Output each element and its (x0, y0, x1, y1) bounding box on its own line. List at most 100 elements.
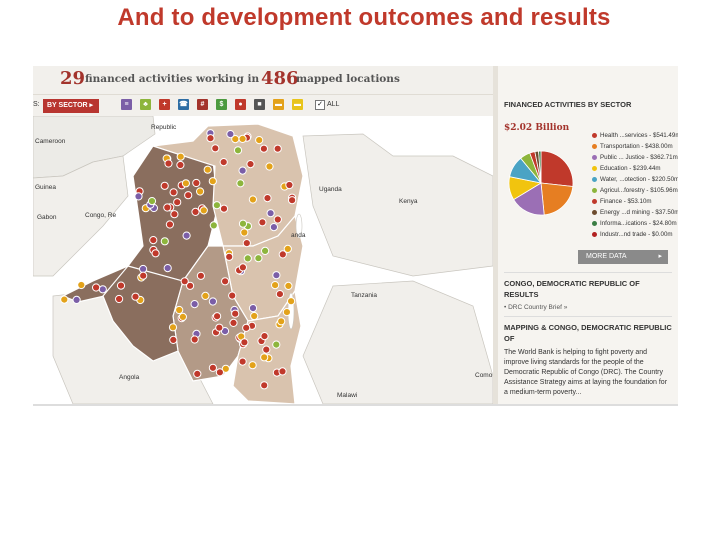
project-marker[interactable] (182, 231, 191, 240)
project-marker[interactable] (215, 368, 224, 377)
project-marker[interactable] (248, 361, 257, 370)
project-marker[interactable] (288, 196, 297, 205)
agriculture-icon[interactable]: ♣ (140, 99, 151, 110)
project-marker[interactable] (151, 249, 160, 258)
project-marker[interactable] (169, 188, 178, 197)
more-data-button[interactable]: MORE DATA ▸ (578, 250, 668, 264)
project-marker[interactable] (246, 160, 255, 169)
project-marker[interactable] (163, 203, 172, 212)
project-marker[interactable] (192, 178, 201, 188)
legend-item[interactable]: Health ...services - $541.49m (592, 130, 678, 141)
project-marker[interactable] (273, 144, 282, 153)
project-marker[interactable] (266, 209, 275, 218)
project-marker[interactable] (139, 264, 148, 274)
project-marker[interactable] (260, 332, 269, 341)
map-area[interactable]: Republic Cameroon Guinea Gabon Congo, Re… (33, 116, 493, 404)
project-marker[interactable] (238, 219, 248, 228)
project-marker[interactable] (77, 280, 86, 290)
project-marker[interactable] (170, 210, 179, 219)
project-marker[interactable] (269, 223, 278, 232)
project-marker[interactable] (240, 228, 249, 237)
project-marker[interactable] (147, 197, 157, 206)
project-marker[interactable] (160, 237, 169, 246)
project-marker[interactable] (260, 353, 269, 362)
project-marker[interactable] (196, 271, 205, 280)
legend-item[interactable]: Agricul...forestry - $105.96m (592, 185, 678, 196)
project-marker[interactable] (213, 312, 222, 321)
project-marker[interactable] (164, 159, 173, 168)
project-marker[interactable] (287, 297, 296, 306)
energy-icon[interactable]: ● (235, 99, 246, 110)
by-sector-button[interactable]: BY SECTOR ▸ (43, 99, 99, 113)
project-marker[interactable] (199, 206, 208, 215)
project-marker[interactable] (173, 198, 182, 207)
project-marker[interactable] (238, 357, 247, 366)
public-admin-icon[interactable]: ≡ (121, 99, 132, 110)
project-marker[interactable] (233, 146, 243, 155)
project-marker[interactable] (208, 363, 217, 372)
project-marker[interactable] (72, 295, 81, 304)
project-marker[interactable] (181, 179, 190, 188)
project-marker[interactable] (176, 152, 185, 161)
project-marker[interactable] (261, 246, 270, 255)
project-marker[interactable] (255, 136, 264, 145)
project-marker[interactable] (238, 134, 247, 143)
project-marker[interactable] (228, 291, 237, 300)
project-marker[interactable] (271, 281, 280, 290)
project-marker[interactable] (219, 158, 228, 167)
transport-icon[interactable]: ☎ (178, 99, 189, 110)
legend-item[interactable]: Public ... Justice - $362.71m (592, 152, 678, 163)
project-marker[interactable] (134, 192, 143, 201)
project-marker[interactable] (115, 294, 124, 304)
project-marker[interactable] (226, 130, 235, 139)
project-marker[interactable] (208, 297, 217, 306)
province-southwest[interactable] (102, 265, 184, 362)
project-marker[interactable] (193, 369, 202, 378)
project-marker[interactable] (178, 312, 187, 321)
project-marker[interactable] (215, 323, 224, 332)
country-brief-link[interactable]: • DRC Country Brief » (504, 304, 568, 311)
project-marker[interactable] (258, 218, 267, 227)
project-marker[interactable] (203, 165, 212, 174)
project-marker[interactable] (231, 309, 240, 318)
project-marker[interactable] (116, 281, 126, 290)
project-marker[interactable] (278, 250, 287, 259)
project-marker[interactable] (209, 221, 218, 230)
project-marker[interactable] (263, 194, 272, 203)
project-marker[interactable] (225, 252, 234, 261)
project-marker[interactable] (175, 305, 184, 315)
project-marker[interactable] (250, 311, 259, 321)
legend-item[interactable]: Water, ...otection - $220.50m (592, 174, 678, 185)
sector-pie-chart[interactable] (506, 148, 576, 218)
legend-item[interactable]: Energy ...d mining - $37.50m (592, 207, 678, 218)
project-marker[interactable] (211, 144, 220, 153)
project-marker[interactable] (229, 318, 238, 327)
legend-item[interactable]: Informa...ications - $24.80m (592, 218, 678, 229)
project-marker[interactable] (262, 345, 271, 354)
project-marker[interactable] (275, 290, 284, 299)
project-marker[interactable] (265, 162, 274, 171)
project-marker[interactable] (236, 179, 245, 188)
project-marker[interactable] (272, 340, 281, 349)
all-checkbox[interactable]: ✓ (315, 100, 325, 110)
project-marker[interactable] (243, 254, 252, 263)
project-marker[interactable] (277, 317, 286, 326)
project-marker[interactable] (212, 201, 221, 210)
project-marker[interactable] (186, 281, 195, 290)
project-marker[interactable] (206, 134, 215, 143)
project-marker[interactable] (248, 195, 257, 204)
project-marker[interactable] (176, 160, 185, 170)
project-marker[interactable] (169, 335, 178, 344)
project-marker[interactable] (184, 191, 193, 200)
project-marker[interactable] (272, 271, 281, 280)
legend-item[interactable]: Industr...nd trade - $0.00m (592, 229, 678, 240)
map-canvas[interactable] (33, 116, 493, 404)
project-marker[interactable] (238, 166, 247, 175)
health-icon[interactable]: + (159, 99, 170, 110)
project-marker[interactable] (260, 381, 269, 390)
project-marker[interactable] (240, 338, 249, 347)
legend-item[interactable]: Education - $239.44m (592, 163, 678, 174)
project-marker[interactable] (254, 254, 263, 263)
project-marker[interactable] (242, 323, 251, 332)
project-marker[interactable] (248, 304, 258, 313)
